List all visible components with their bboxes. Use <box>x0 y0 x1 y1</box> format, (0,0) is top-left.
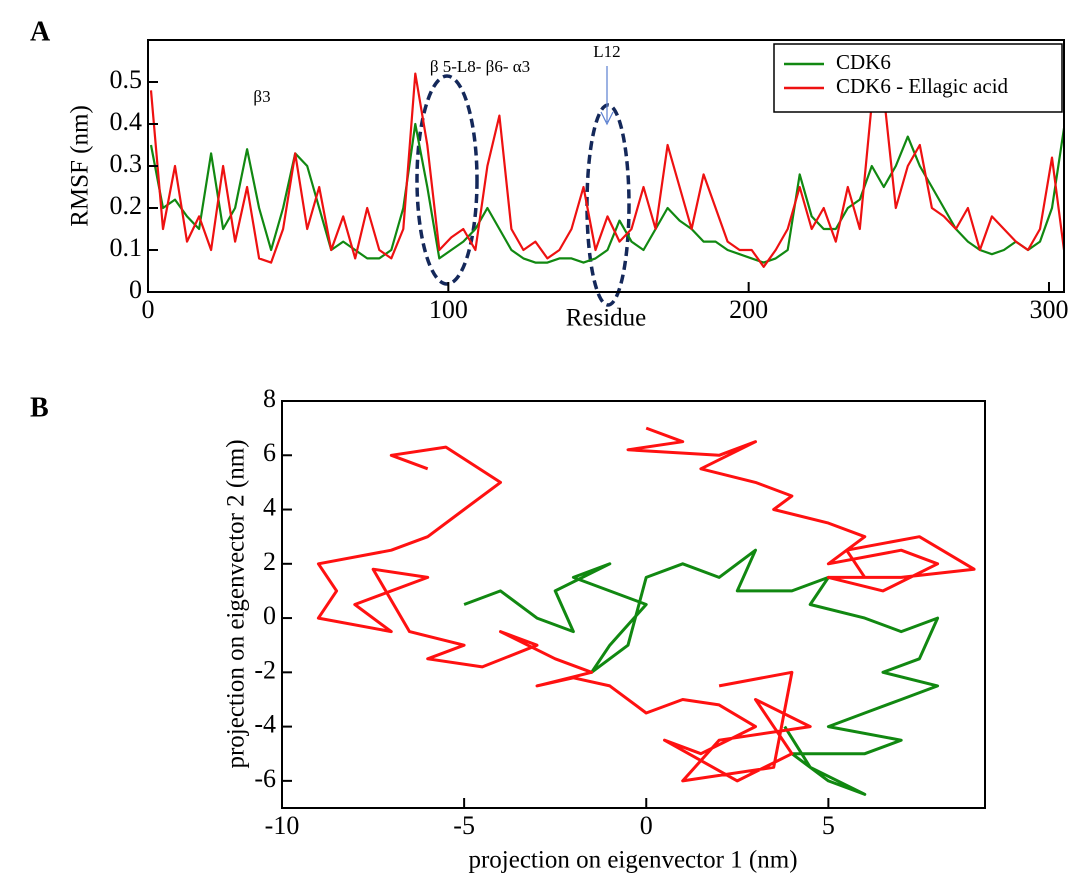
panel-label: A <box>30 16 51 47</box>
y-tick-label: 0 <box>263 601 276 630</box>
y-tick-label: 0.2 <box>110 191 143 220</box>
x-tick-label: 0 <box>640 811 653 840</box>
x-tick-label: 300 <box>1029 295 1068 324</box>
legend-label: CDK6 - Ellagic acid <box>836 74 1009 98</box>
arrow-head <box>600 111 614 126</box>
y-tick-label: 2 <box>263 547 276 576</box>
y-tick-label: 8 <box>263 384 276 413</box>
x-tick-label: 200 <box>729 295 768 324</box>
y-tick-label: 4 <box>263 493 276 522</box>
plot-frame <box>281 400 986 809</box>
legend-label: CDK6 <box>836 50 891 74</box>
series-line <box>626 426 976 593</box>
y-axis-label: projection on eigenvector 2 (nm) <box>223 439 250 768</box>
y-axis-label: RMSF (nm) <box>67 105 94 227</box>
series-line <box>316 445 812 783</box>
x-axis-label: projection on eigenvector 1 (nm) <box>468 847 797 874</box>
x-tick-label: -5 <box>453 811 475 840</box>
y-tick-label: 0 <box>129 275 142 304</box>
y-tick-label: 6 <box>263 438 276 467</box>
annotation: β 5-L8- β6- α3 <box>430 57 530 76</box>
y-tick-label: -4 <box>254 710 276 739</box>
y-tick-label: 0.3 <box>110 149 143 178</box>
y-tick-label: 0.1 <box>110 233 143 262</box>
y-tick-label: -2 <box>254 655 276 684</box>
y-tick-label: 0.5 <box>110 65 143 94</box>
x-tick-label: 100 <box>429 295 468 324</box>
x-axis-label: Residue <box>566 305 647 332</box>
y-tick-label: 0.4 <box>110 107 143 136</box>
x-tick-label: 5 <box>822 811 835 840</box>
legend-box <box>773 43 1063 113</box>
x-tick-label: -10 <box>265 811 300 840</box>
highlight-ellipse <box>585 103 631 307</box>
x-tick-label: 0 <box>142 295 155 324</box>
annotation: L12 <box>593 42 620 61</box>
y-tick-label: -6 <box>254 764 276 793</box>
highlight-ellipse <box>415 74 479 286</box>
series-line <box>149 122 1064 264</box>
annotation: β3 <box>253 87 270 106</box>
panel-label: B <box>30 392 49 423</box>
series-line <box>149 72 1064 268</box>
